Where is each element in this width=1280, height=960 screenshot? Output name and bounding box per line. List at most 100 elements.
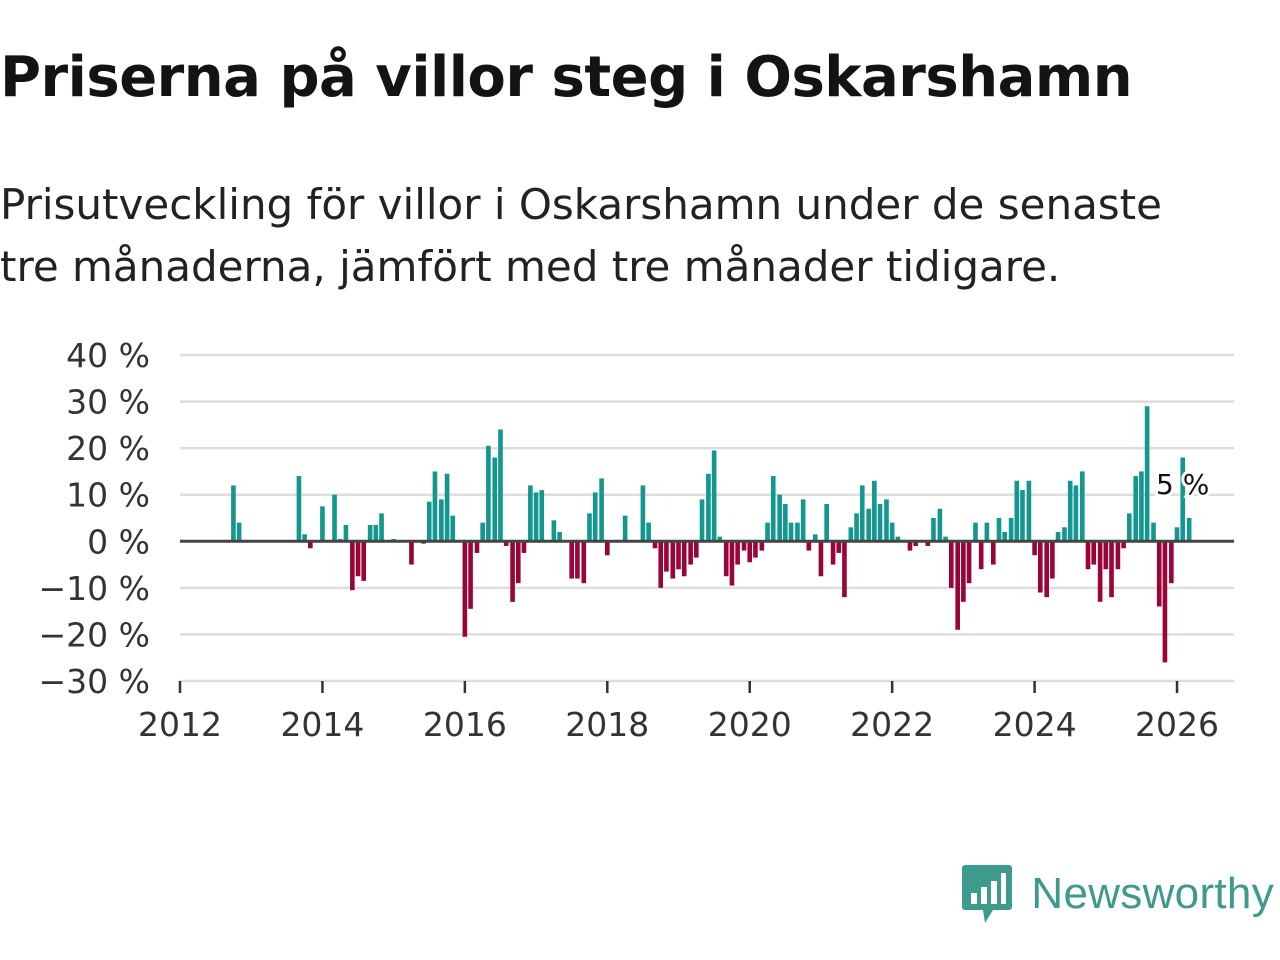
bar-negative — [1169, 541, 1174, 584]
last-value-label: 5 % — [1156, 468, 1209, 501]
bar-positive — [1026, 480, 1032, 542]
bar-positive — [884, 499, 889, 542]
bar-negative — [741, 541, 747, 551]
y-tick-label: 10 % — [66, 476, 150, 515]
bar-negative — [474, 541, 480, 553]
bar-positive — [1139, 471, 1144, 542]
bar-negative — [521, 541, 527, 553]
bar-positive — [872, 480, 877, 542]
bar-positive — [439, 499, 444, 542]
bar-negative — [842, 541, 847, 598]
bar-negative — [753, 541, 758, 558]
bar-positive — [296, 476, 302, 542]
newsworthy-logo[interactable]: Newsworthy — [961, 862, 1274, 926]
bar-positive — [231, 485, 236, 542]
bar-positive — [848, 527, 854, 542]
bar-negative — [676, 541, 681, 570]
bar-positive — [1055, 531, 1061, 542]
bar-positive — [1127, 513, 1132, 542]
y-tick-label: 40 % — [66, 336, 150, 375]
chart-subtitle: Prisutveckling för villor i Oskarshamn u… — [0, 180, 1162, 291]
bar-negative — [990, 541, 996, 565]
bar-positive — [996, 518, 1002, 542]
bar-negative — [1156, 541, 1162, 607]
x-axis-ticks: 2012 2014 2016 2018 2020 2022 2024 2026 — [138, 681, 1219, 744]
bar-negative — [569, 541, 574, 579]
x-tick-label: 2016 — [423, 705, 507, 744]
bar-negative — [729, 541, 735, 586]
bar-negative — [350, 541, 355, 591]
bar-negative — [735, 541, 740, 565]
bar-negative — [575, 541, 580, 579]
bar-positive — [320, 506, 325, 542]
bar-positive — [640, 485, 646, 542]
bar-negative — [830, 541, 836, 565]
bar-negative — [948, 541, 954, 588]
bar-positive — [486, 445, 491, 542]
bar-negative — [308, 541, 313, 549]
bar-negative — [581, 541, 587, 584]
bar-negative — [1162, 541, 1168, 663]
bar-positive — [770, 476, 776, 542]
bar-positive — [533, 492, 539, 542]
bar-positive — [937, 508, 943, 542]
bar-positive — [765, 522, 770, 542]
bar-positive — [795, 522, 800, 542]
bar-negative — [510, 541, 515, 602]
y-axis-ticks: 40 % 30 % 20 % 10 % 0 % −10 % −20 % −30 % — [39, 336, 151, 701]
bar-positive — [1073, 485, 1079, 542]
bar-negative — [978, 541, 984, 570]
bar-negative — [652, 541, 658, 549]
bar-positive — [302, 534, 307, 542]
bar-positive — [1151, 522, 1156, 542]
bar-negative — [806, 541, 812, 551]
x-tick-label: 2018 — [565, 705, 649, 744]
bar-positive — [587, 513, 592, 542]
bar-positive — [777, 494, 782, 542]
bar-negative — [1121, 541, 1126, 549]
bar-positive — [1144, 406, 1150, 542]
bar-negative — [1103, 541, 1109, 570]
bar-negative — [1032, 541, 1037, 556]
price-change-chart: 40 %30 %20 %10 %0 %−10 %−20 %−30 % 2012 2… — [39, 336, 1234, 744]
bar-positive — [1180, 457, 1186, 542]
bar-positive — [1020, 490, 1025, 542]
bar-negative — [355, 541, 361, 577]
bar-negative — [1109, 541, 1114, 598]
bar-negative — [1037, 541, 1043, 593]
bar-negative — [670, 541, 676, 579]
bar-negative — [1091, 541, 1097, 565]
bar-positive — [1067, 480, 1073, 542]
bar-positive — [444, 473, 450, 542]
bar-positive — [236, 522, 242, 542]
bar-positive — [343, 524, 349, 542]
bar-positive — [480, 522, 485, 542]
bar-negative — [1050, 541, 1055, 579]
bar-positive — [800, 499, 806, 542]
annotations: 5 % — [1153, 465, 1212, 504]
bar-positive — [1174, 527, 1180, 542]
x-tick-label: 2012 — [138, 705, 222, 744]
bars — [231, 406, 1192, 663]
bar-positive — [711, 450, 717, 542]
bar-negative — [604, 541, 610, 556]
bar-negative — [688, 541, 693, 565]
bar-negative — [1115, 541, 1121, 570]
bar-negative — [515, 541, 521, 584]
bar-positive — [895, 536, 901, 542]
bar-negative — [1097, 541, 1103, 602]
y-tick-label: −10 % — [39, 569, 151, 608]
x-tick-label: 2026 — [1135, 705, 1219, 744]
bar-positive — [854, 513, 859, 542]
bar-negative — [747, 541, 753, 563]
page-title: Priserna på villor steg i Oskarshamn — [0, 45, 1133, 110]
bar-positive — [622, 515, 628, 542]
bar-positive — [528, 485, 533, 542]
bar-negative — [925, 541, 931, 546]
bar-negative — [409, 541, 414, 565]
bar-positive — [717, 536, 723, 542]
y-tick-label: 20 % — [66, 429, 150, 468]
bar-positive — [498, 429, 503, 542]
bar-negative — [723, 541, 729, 577]
bar-positive — [379, 513, 384, 542]
